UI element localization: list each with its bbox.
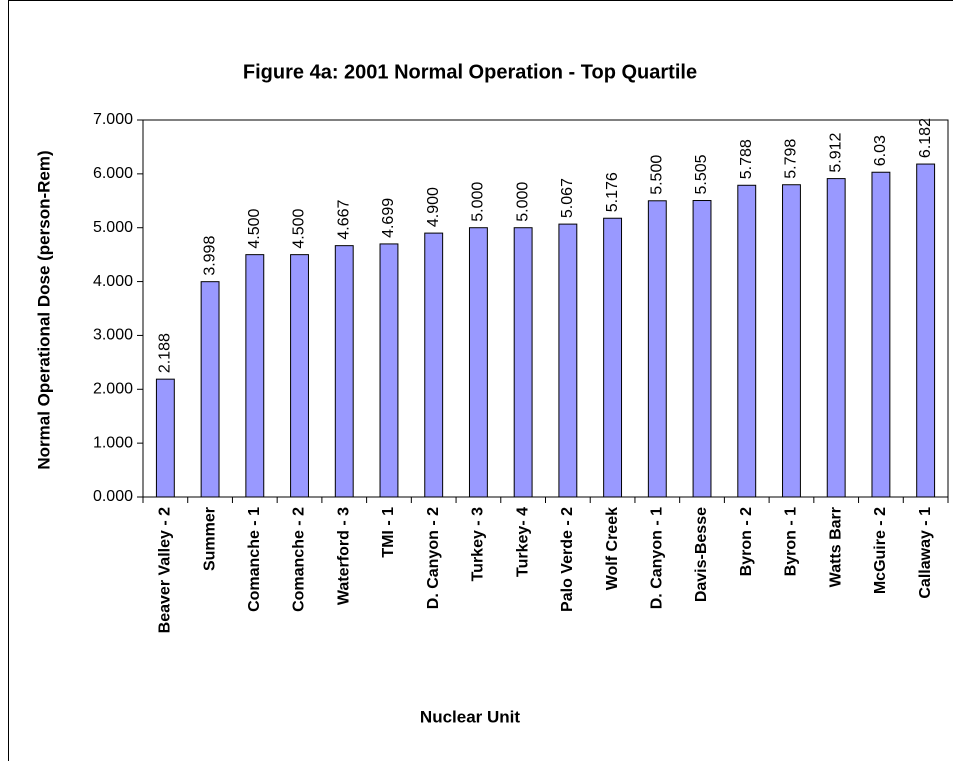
- x-tick-label: Summer: [201, 507, 218, 571]
- data-label: 4.667: [335, 200, 352, 240]
- bar: [468, 227, 488, 498]
- x-tick-label: Callaway - 1: [917, 507, 934, 599]
- x-tick-label: Palo Verde - 2: [559, 507, 576, 612]
- bar: [871, 171, 891, 498]
- data-label: 5.000: [470, 182, 487, 222]
- data-label: 5.505: [693, 154, 710, 194]
- bar: [200, 281, 220, 498]
- x-tick-label: Turkey- 4: [514, 507, 531, 577]
- bar: [424, 232, 444, 498]
- x-tick-label: Comanche - 2: [291, 507, 308, 612]
- data-label: 5.067: [559, 178, 576, 218]
- bar: [737, 184, 757, 498]
- x-tick-label: TMI - 1: [380, 507, 397, 558]
- data-label: 5.912: [827, 132, 844, 172]
- bar: [379, 243, 399, 498]
- plot-area: [142, 119, 949, 498]
- x-tick-label: Waterford - 3: [335, 507, 352, 605]
- data-label: 5.500: [649, 155, 666, 195]
- data-label: 4.500: [246, 209, 263, 249]
- data-label: 6.03: [872, 135, 889, 166]
- data-label: 3.998: [201, 236, 218, 276]
- x-tick-label: Byron - 1: [783, 507, 800, 576]
- x-axis-label: Nuclear Unit: [420, 707, 520, 726]
- y-tick-label: 1.000: [93, 434, 133, 451]
- data-label: 5.176: [604, 172, 621, 212]
- x-tick-label: Turkey - 3: [470, 507, 487, 582]
- data-label: 4.500: [291, 209, 308, 249]
- y-axis-label: Normal Operational Dose (person-Rem): [34, 150, 53, 469]
- x-tick-label: Watts Barr: [827, 507, 844, 587]
- x-tick-label: D. Canyon - 1: [649, 507, 666, 609]
- data-label: 5.000: [514, 182, 531, 222]
- x-tick-label: D. Canyon - 2: [425, 507, 442, 609]
- x-tick-label: Davis-Besse: [693, 507, 710, 602]
- y-tick-label: 7.000: [93, 111, 133, 128]
- data-label: 4.699: [380, 198, 397, 238]
- data-label: 5.788: [738, 139, 755, 179]
- y-tick-label: 3.000: [93, 327, 133, 344]
- bar: [290, 254, 309, 498]
- y-tick-label: 6.000: [93, 165, 133, 182]
- data-label: 6.182: [917, 118, 934, 158]
- bar: [603, 217, 623, 498]
- bar: [916, 163, 936, 498]
- y-tick-label: 0.000: [93, 488, 133, 505]
- x-tick-label: Comanche - 1: [246, 507, 263, 612]
- y-tick-label: 2.000: [93, 381, 133, 398]
- x-tick-label: Wolf Creek: [604, 507, 621, 590]
- bar: [782, 184, 801, 498]
- x-tick-label: McGuire - 2: [872, 507, 889, 594]
- bar: [692, 200, 712, 498]
- bar: [513, 227, 533, 498]
- bar: [826, 178, 846, 498]
- x-tick-label: Beaver Valley - 2: [157, 507, 174, 633]
- data-label: 4.900: [425, 187, 442, 227]
- y-tick-label: 5.000: [93, 219, 133, 236]
- x-tick-label: Byron - 2: [738, 507, 755, 576]
- y-tick-label: 4.000: [93, 273, 133, 290]
- bar: [245, 254, 265, 498]
- chart-title: Figure 4a: 2001 Normal Operation - Top Q…: [243, 61, 697, 83]
- bar: [334, 245, 354, 498]
- bar: [647, 200, 667, 498]
- bar: [558, 223, 578, 498]
- bar: [155, 378, 175, 498]
- data-label: 5.798: [783, 139, 800, 179]
- data-label: 2.188: [157, 333, 174, 373]
